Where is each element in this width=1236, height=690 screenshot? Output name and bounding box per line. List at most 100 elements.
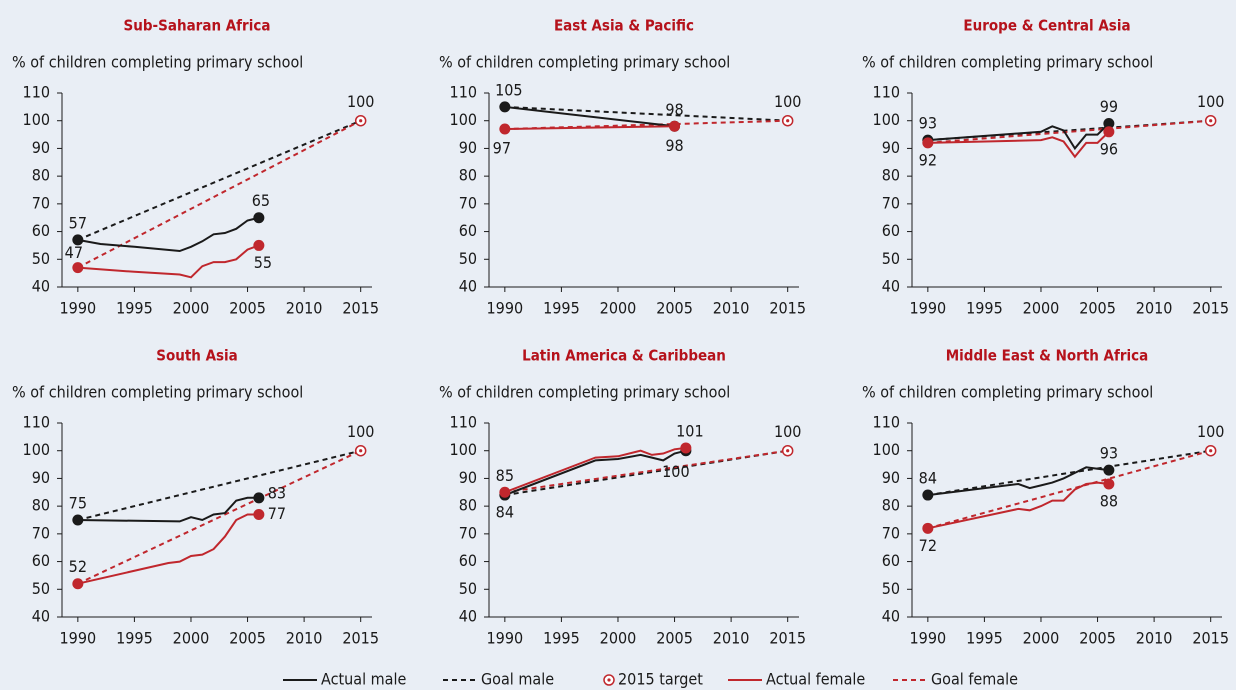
x-tick-label: 2015 [769,299,806,318]
goal-line [77,449,361,521]
actual-line [77,216,260,253]
y-tick-label: 100 [23,440,50,459]
x-tick-label: 1990 [487,629,524,648]
y-axis-label: % of children completing primary school [12,53,303,72]
value-label: 100 [662,462,689,481]
y-tick-label: 90 [882,138,900,157]
y-tick-label: 80 [459,166,477,185]
actual-line [927,466,1110,497]
value-label: 99 [1100,97,1118,116]
goal-line [504,105,788,122]
goal-line [504,449,788,497]
value-label: 100 [347,422,374,441]
end-point [72,234,84,246]
x-tick-label: 2015 [342,629,379,648]
panel-title: Europe & Central Asia [963,17,1130,35]
y-axis-label: % of children completing primary school [12,383,303,402]
y-tick-label: 50 [882,579,900,598]
legend-label: Goal male [481,670,554,689]
target-dot [359,449,363,453]
y-tick-label: 60 [882,551,900,570]
end-point [253,212,265,224]
x-tick-label: 2005 [656,629,693,648]
legend-label: Actual female [766,670,865,689]
actual-line [927,481,1110,530]
x-tick-label: 2000 [173,629,210,648]
end-point [72,262,84,274]
panel-title: Middle East & North Africa [946,347,1149,365]
value-label: 88 [1100,491,1118,510]
y-tick-label: 40 [32,607,50,626]
end-point [1103,117,1115,129]
goal-line [77,119,362,241]
y-tick-label: 80 [882,166,900,185]
end-point [922,489,934,501]
target-dot [786,119,790,123]
value-label: 100 [347,92,374,111]
x-tick-label: 2000 [600,629,637,648]
value-label: 85 [496,466,514,485]
x-tick-label: 1990 [60,629,97,648]
y-tick-label: 40 [459,277,477,296]
actual-line [77,244,260,279]
x-tick-label: 1995 [966,299,1003,318]
x-tick-label: 1990 [910,629,947,648]
y-tick-label: 60 [882,221,900,240]
panel-title: Latin America & Caribbean [522,347,726,365]
end-point [1103,464,1115,476]
value-label: 55 [254,253,272,272]
target-dot [1209,119,1213,123]
x-tick-label: 1995 [543,299,580,318]
y-tick-label: 110 [873,413,900,432]
value-label: 72 [919,536,937,555]
end-point [669,120,681,132]
value-label: 84 [496,503,514,522]
goal-line [927,449,1211,497]
y-tick-label: 50 [459,249,477,268]
end-point [499,101,511,113]
y-tick-label: 90 [459,468,477,487]
end-point [72,578,84,590]
actual-line [504,446,687,494]
x-tick-label: 2010 [713,299,750,318]
y-tick-label: 110 [450,83,477,102]
value-label: 100 [1197,422,1224,441]
y-tick-label: 90 [882,468,900,487]
panel-title: Sub-Saharan Africa [124,17,271,35]
actual-line [77,513,259,585]
value-label: 75 [69,494,87,513]
value-label: 105 [495,80,522,99]
end-point [922,522,934,534]
value-label: 93 [1100,444,1118,463]
y-tick-label: 100 [23,110,50,129]
y-tick-label: 40 [882,277,900,296]
x-tick-label: 1990 [487,299,524,318]
y-tick-label: 50 [32,579,50,598]
y-tick-label: 80 [32,166,50,185]
value-label: 100 [774,92,801,111]
x-tick-label: 2005 [1079,299,1116,318]
y-tick-label: 70 [459,523,477,542]
actual-line [77,496,259,523]
y-tick-label: 60 [32,551,50,570]
end-point [72,514,84,526]
actual-line [504,449,687,497]
x-tick-label: 2010 [286,299,323,318]
y-tick-label: 70 [882,523,900,542]
value-label: 77 [268,504,286,523]
value-label: 98 [665,100,683,119]
y-tick-label: 100 [873,110,900,129]
y-tick-label: 110 [23,413,50,432]
x-tick-label: 1995 [966,629,1003,648]
value-label: 65 [252,191,270,210]
actual-line [504,105,675,128]
y-axis-label: % of children completing primary school [439,383,730,402]
target-dot [359,119,363,123]
y-tick-label: 110 [873,83,900,102]
x-tick-label: 2000 [1023,629,1060,648]
panel-title: East Asia & Pacific [554,17,694,35]
y-tick-label: 70 [32,193,50,212]
y-tick-label: 90 [459,138,477,157]
x-tick-label: 2010 [286,629,323,648]
